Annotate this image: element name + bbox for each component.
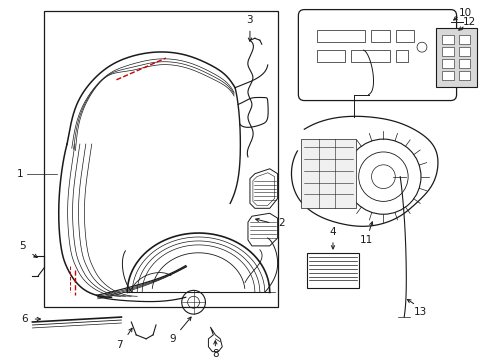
Bar [44,10,278,307]
Bar [396,30,414,42]
Text: 7: 7 [116,340,123,350]
Text: 8: 8 [212,348,219,359]
Bar [370,30,391,42]
Bar [459,71,470,80]
Text: 4: 4 [330,227,336,237]
Bar [459,35,470,44]
Bar [459,47,470,56]
Text: 6: 6 [21,314,28,324]
Bar [396,50,408,62]
Bar [459,59,470,68]
Text: 12: 12 [463,17,476,27]
Bar [442,47,454,56]
Bar [317,30,365,42]
Text: 9: 9 [170,334,176,344]
Bar [442,71,454,80]
Bar [317,50,345,62]
Text: 3: 3 [246,15,253,26]
Bar [301,139,356,208]
Bar [351,50,391,62]
Bar [442,35,454,44]
Bar [307,253,359,288]
Text: 10: 10 [459,8,472,18]
Text: 11: 11 [360,235,373,245]
Text: 1: 1 [17,169,24,179]
Text: 2: 2 [278,218,285,228]
Text: 5: 5 [19,241,26,251]
Bar [442,59,454,68]
FancyBboxPatch shape [436,28,477,87]
Text: 13: 13 [414,307,427,317]
